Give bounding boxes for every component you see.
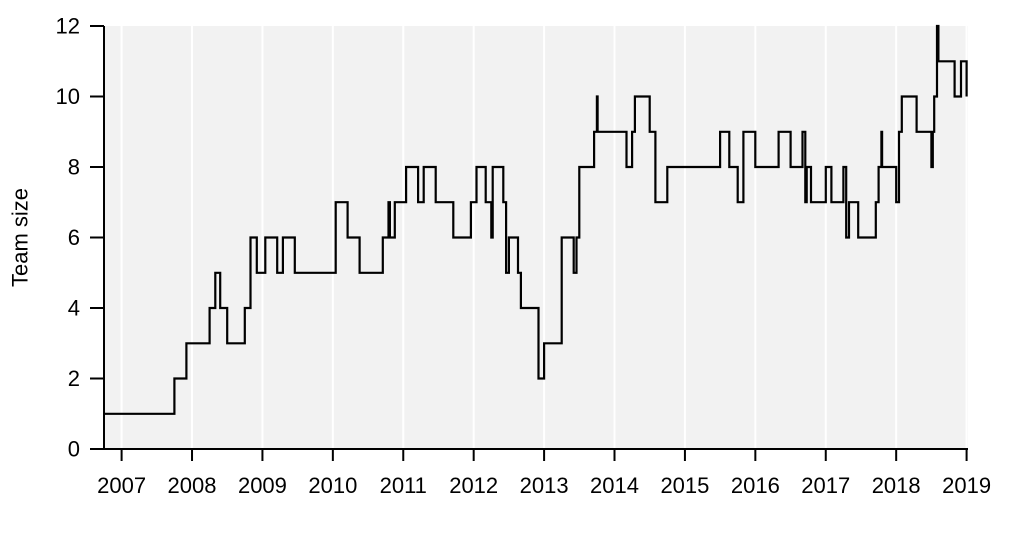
y-tick-label: 4: [68, 296, 80, 321]
x-tick-label: 2011: [380, 473, 427, 498]
x-axis: 2007 2008 2009 2010 2011 2012 2013 2014 2015 2016…: [97, 448, 991, 498]
x-tick-label: 2010: [308, 473, 357, 498]
x-tick-label: 2017: [801, 473, 850, 498]
x-tick-label: 2018: [872, 473, 921, 498]
x-tick-label: 2008: [168, 473, 217, 498]
y-axis-title: Team size: [8, 188, 33, 287]
x-tick-label: 2019: [942, 473, 991, 498]
y-tick-label: 2: [68, 366, 80, 391]
x-tick-label: 2015: [660, 473, 709, 498]
y-tick-label: 10: [56, 84, 80, 109]
y-tick-label: 8: [68, 155, 80, 180]
team-size-line: [104, 24, 968, 415]
x-tick-label: 2013: [520, 473, 569, 498]
x-tick-label: 2009: [238, 473, 287, 498]
x-tick-label: 2012: [449, 473, 498, 498]
gridlines: [120, 26, 968, 449]
y-tick-label: 12: [56, 14, 80, 39]
x-tick-label: 2014: [590, 473, 639, 498]
x-tick-label: 2016: [731, 473, 780, 498]
y-tick-label: 0: [68, 437, 80, 462]
y-axis: 0 2 4 6 8 10 12: [56, 14, 105, 462]
plot-background: [104, 26, 968, 449]
x-tick-label: 2007: [97, 473, 146, 498]
y-tick-label: 6: [68, 225, 80, 250]
